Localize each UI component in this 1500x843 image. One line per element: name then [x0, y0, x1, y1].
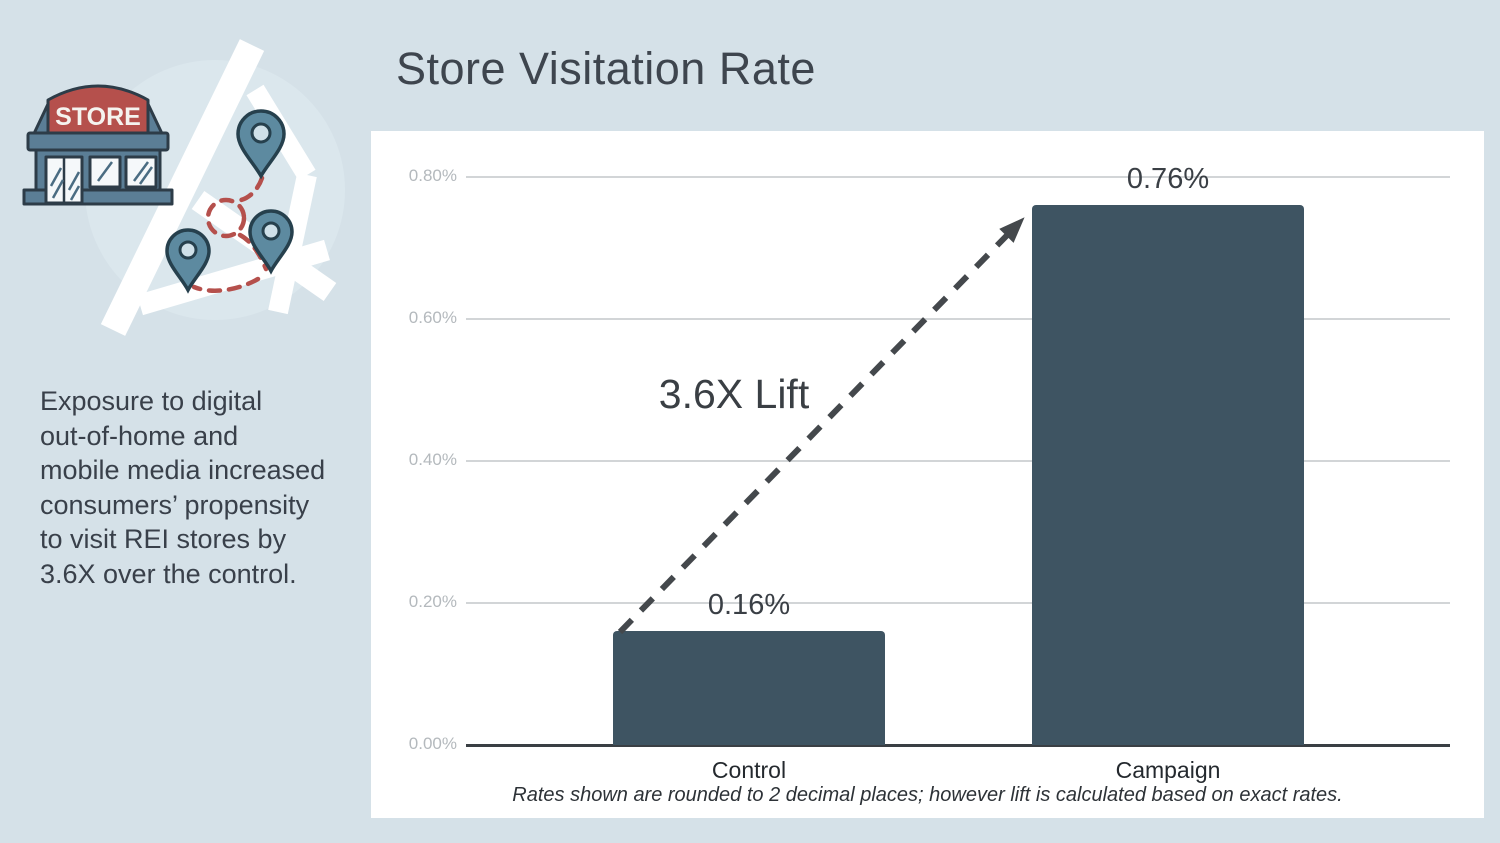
y-tick-label: 0.40% — [408, 450, 457, 469]
map-pin-icon — [236, 109, 286, 180]
x-axis-line — [466, 743, 1450, 747]
plot-area: 0.80% 0.60% 0.40% 0.20% 0.00% 0.16% Control 0.7… — [371, 131, 1484, 818]
lift-annotation: 3.6X Lift — [658, 371, 810, 417]
store-icon: STORE — [22, 84, 174, 206]
store-map-illustration: STORE — [22, 39, 345, 336]
bar-value-label: 0.76% — [1126, 163, 1210, 196]
y-tick-label: 0.80% — [408, 166, 457, 185]
x-axis-label: Control — [711, 757, 787, 783]
chart-footnote: Rates shown are rounded to 2 decimal pla… — [512, 784, 1343, 806]
bar-value-label: 0.16% — [707, 589, 791, 622]
gridline — [466, 176, 1450, 178]
x-axis-label: Campaign — [1115, 757, 1221, 783]
y-tick-label: 0.00% — [408, 734, 457, 753]
store-sign-text: STORE — [55, 103, 141, 131]
map-pin-icon — [248, 209, 294, 275]
page-title: Store Visitation Rate — [396, 43, 816, 94]
y-tick-label: 0.20% — [408, 592, 457, 611]
map-pin-icon — [165, 228, 211, 294]
chart-panel: 0.80% 0.60% 0.40% 0.20% 0.00% 0.16% Control 0.7… — [371, 131, 1484, 818]
sidebar-caption: Exposure to digital out-of-home and mobi… — [40, 386, 326, 589]
y-tick-label: 0.60% — [408, 308, 457, 327]
bar-control — [613, 631, 885, 745]
bar-campaign — [1032, 205, 1304, 745]
